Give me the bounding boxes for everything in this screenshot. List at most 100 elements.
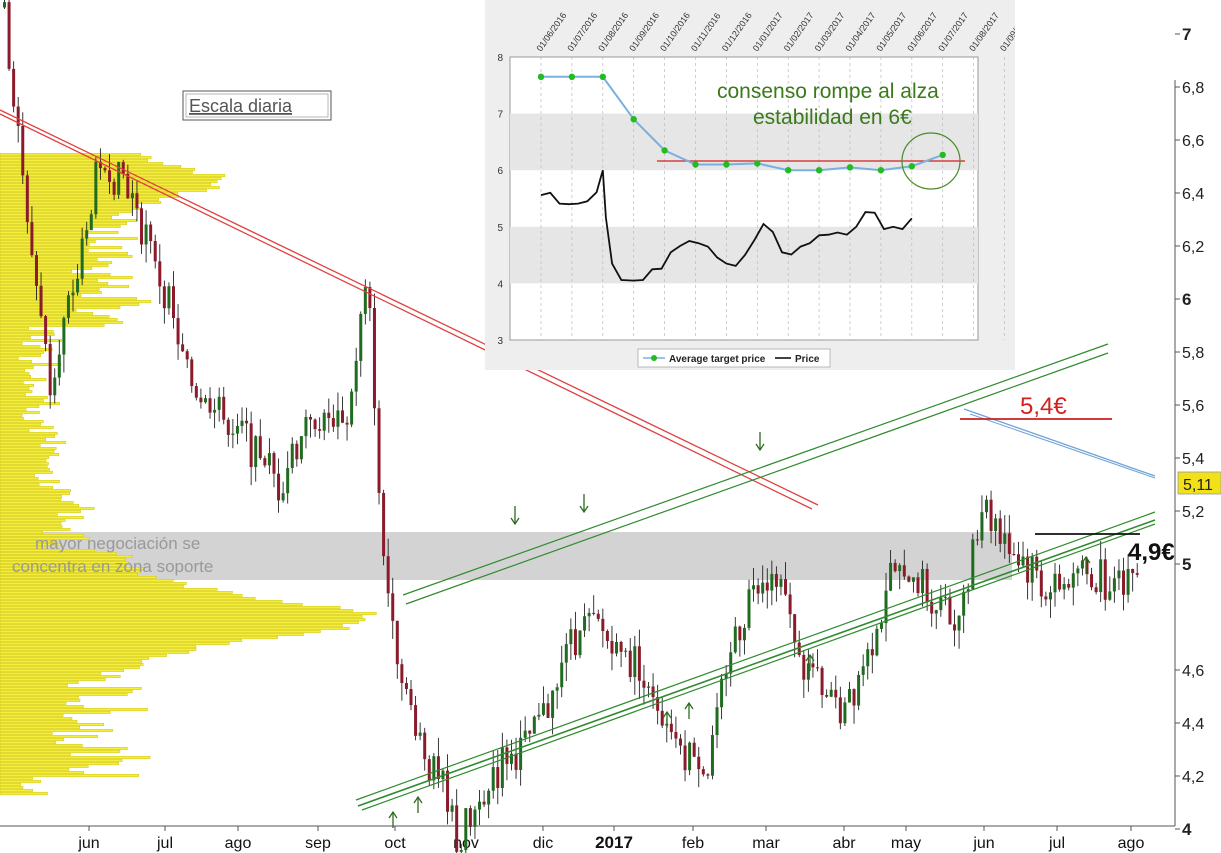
candle-body bbox=[633, 646, 637, 678]
volume-bar bbox=[0, 240, 96, 243]
candle-body bbox=[235, 425, 239, 434]
volume-bar bbox=[0, 285, 130, 288]
candle-body bbox=[478, 801, 482, 810]
x-tick-label: jun bbox=[77, 835, 99, 852]
volume-bar bbox=[0, 618, 366, 621]
volume-bar bbox=[0, 408, 27, 411]
volume-bar bbox=[0, 570, 141, 573]
arrow-up-head bbox=[684, 701, 694, 710]
volume-bar bbox=[0, 357, 19, 360]
volume-bar bbox=[0, 513, 58, 516]
candle-body bbox=[811, 663, 815, 668]
candle-body bbox=[637, 646, 641, 681]
y-tick-label: 5,2 bbox=[1182, 504, 1204, 521]
volume-bar bbox=[0, 753, 71, 756]
inset-target-point bbox=[939, 151, 946, 159]
candle-body bbox=[496, 767, 500, 789]
candle-body bbox=[263, 458, 267, 466]
volume-bar bbox=[0, 489, 71, 492]
volume-bar bbox=[0, 579, 174, 582]
volume-bar bbox=[0, 312, 94, 315]
candle-body bbox=[806, 663, 810, 680]
volume-bar bbox=[0, 267, 93, 270]
candle-body bbox=[505, 747, 509, 764]
candle-body bbox=[418, 732, 422, 736]
volume-bar bbox=[0, 387, 30, 390]
candle-body bbox=[153, 241, 157, 262]
volume-bar bbox=[0, 345, 41, 348]
volume-bar bbox=[0, 609, 354, 612]
candle-body bbox=[423, 732, 427, 760]
volume-bar bbox=[0, 696, 79, 699]
candle-body bbox=[181, 344, 185, 352]
channel-top-line-2 bbox=[405, 352, 1109, 605]
volume-bar bbox=[0, 216, 112, 219]
volume-bar bbox=[0, 537, 90, 540]
inset-legend bbox=[637, 348, 831, 368]
volume-bar bbox=[0, 174, 226, 177]
candle-body bbox=[1053, 573, 1057, 593]
volume-bar bbox=[0, 546, 46, 549]
candle-body bbox=[313, 419, 317, 430]
candle-body bbox=[7, 2, 11, 69]
candle-body bbox=[1058, 573, 1062, 590]
volume-bar bbox=[0, 420, 44, 423]
inset-target-point bbox=[754, 160, 761, 167]
volume-bar bbox=[0, 378, 47, 381]
arrow-up-head bbox=[662, 710, 672, 719]
candle-body bbox=[1099, 559, 1103, 593]
volume-bar bbox=[0, 261, 113, 264]
volume-bar bbox=[0, 324, 105, 327]
candle-body bbox=[363, 287, 367, 314]
candle-body bbox=[852, 689, 856, 706]
candle-body bbox=[957, 615, 961, 631]
volume-bar bbox=[0, 720, 78, 723]
candle-body bbox=[108, 170, 112, 182]
candle-body bbox=[1012, 553, 1016, 555]
volume-bar bbox=[0, 279, 98, 282]
candle-body bbox=[1085, 560, 1089, 575]
inset-y-axis: 8 7 6 5 4 3 bbox=[497, 53, 503, 347]
volume-bar bbox=[0, 363, 62, 366]
volume-bar bbox=[0, 318, 118, 321]
candle-body bbox=[669, 723, 673, 733]
inset-target-point bbox=[723, 161, 730, 168]
candle-body bbox=[688, 742, 692, 771]
candle-body bbox=[30, 222, 34, 256]
candle-body bbox=[1076, 568, 1080, 574]
volume-bar bbox=[0, 714, 64, 717]
candle-body bbox=[989, 499, 993, 532]
y-tick-label: 6,8 bbox=[1182, 80, 1204, 97]
volume-bar bbox=[0, 330, 54, 333]
candle-body bbox=[432, 756, 436, 781]
candle-body bbox=[53, 377, 57, 396]
candle-body bbox=[779, 579, 783, 587]
candle-body bbox=[902, 565, 906, 577]
volume-bar bbox=[0, 438, 46, 441]
volume-bar bbox=[0, 750, 121, 753]
volume-bar bbox=[0, 732, 53, 735]
candle-body bbox=[551, 690, 555, 718]
x-tick-label: 2017 bbox=[595, 833, 633, 852]
candle-body bbox=[564, 644, 568, 663]
candle-body bbox=[409, 688, 413, 706]
candle-body bbox=[395, 620, 399, 665]
candle-body bbox=[747, 589, 751, 628]
arrow-up-head bbox=[413, 795, 423, 804]
scale-label: Escala diaria bbox=[189, 96, 293, 116]
candle-body bbox=[715, 707, 719, 736]
channel-top-line bbox=[402, 343, 1109, 596]
volume-bar bbox=[0, 705, 84, 708]
candle-body bbox=[436, 756, 440, 780]
inset-price-line bbox=[540, 169, 913, 282]
volume-bar bbox=[0, 630, 321, 633]
channel-bottom-line-2 bbox=[357, 519, 1156, 807]
candle-body bbox=[1071, 573, 1075, 588]
candle-body bbox=[975, 539, 979, 541]
volume-bar bbox=[0, 222, 128, 225]
volume-bar bbox=[0, 153, 141, 156]
candle-body bbox=[793, 614, 797, 643]
x-tick-label: mar bbox=[752, 835, 780, 852]
candle-body bbox=[761, 582, 765, 594]
volume-bar bbox=[0, 684, 68, 687]
